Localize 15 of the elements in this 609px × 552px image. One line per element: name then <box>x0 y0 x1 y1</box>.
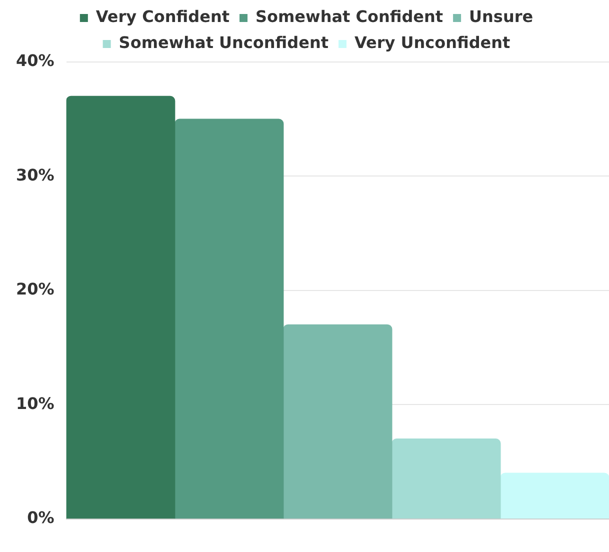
legend-label: Very Unconfident <box>354 33 511 52</box>
legend-label: Unsure <box>469 7 534 26</box>
y-tick-label: 20% <box>16 280 54 299</box>
bar <box>392 438 501 519</box>
bar <box>66 96 176 519</box>
bar <box>500 472 609 519</box>
y-tick-label: 10% <box>16 394 54 413</box>
bar <box>283 324 392 519</box>
y-tick-label: 30% <box>16 165 54 184</box>
legend-label: Very Confident <box>96 7 230 26</box>
y-tick-label: 0% <box>27 508 54 527</box>
legend-label: Somewhat Confident <box>255 7 444 26</box>
bar <box>174 118 284 519</box>
legend-label: Somewhat Unconfident <box>118 33 329 52</box>
y-tick-label: 40% <box>16 51 54 70</box>
